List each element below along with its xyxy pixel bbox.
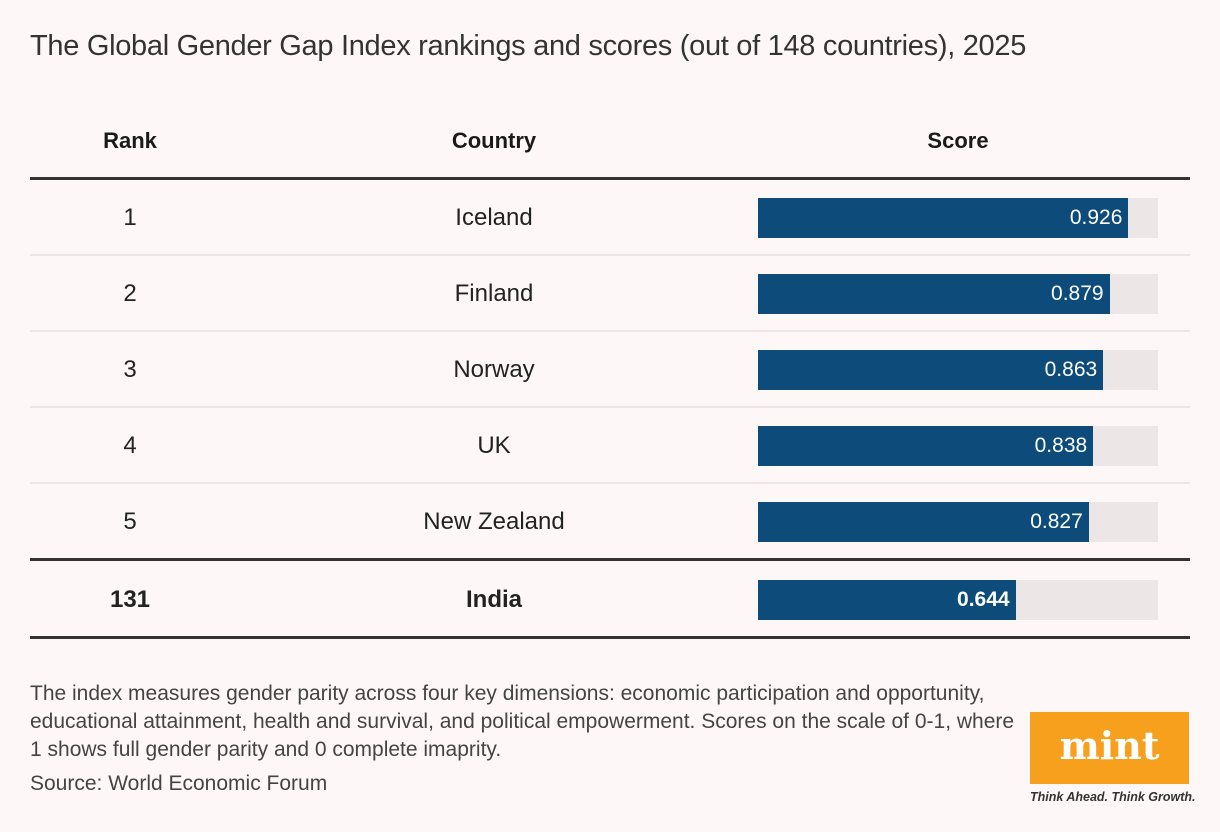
score-bar: 0.863 (758, 350, 1104, 390)
score-track: 0.879 (758, 274, 1158, 314)
country-cell: Iceland (455, 204, 533, 231)
country-cell: Finland (454, 280, 534, 307)
footnote: The index measures gender parity across … (30, 682, 1015, 761)
rank-cell: 2 (123, 280, 137, 307)
header-score: Score (927, 128, 989, 153)
highlight-top-rule (30, 558, 1190, 561)
score-label: 0.879 (1051, 282, 1104, 305)
row-divider (30, 406, 1190, 408)
rank-cell: 1 (123, 204, 137, 231)
country-cell: New Zealand (423, 508, 565, 535)
logo-tagline: Think Ahead. Think Growth. (1030, 790, 1196, 804)
row-divider (30, 254, 1190, 256)
score-bar: 0.879 (758, 274, 1110, 314)
score-label: 0.926 (1069, 206, 1123, 229)
source: Source: World Economic Forum (30, 772, 328, 795)
score-track: 0.827 (758, 502, 1158, 542)
score-bar: 0.926 (758, 198, 1129, 238)
score-label: 0.827 (1030, 510, 1083, 533)
score-bar: 0.838 (758, 426, 1094, 466)
row-divider (30, 330, 1190, 332)
score-track: 0.926 (758, 198, 1158, 238)
score-track: 0.644 (758, 580, 1158, 620)
rank-cell: 3 (123, 356, 137, 383)
rank-cell: 4 (123, 432, 137, 459)
country-cell: UK (477, 432, 511, 459)
mint-logo: mint (1030, 712, 1189, 784)
country-cell: Norway (453, 356, 535, 383)
chart-title: The Global Gender Gap Index rankings and… (30, 30, 1027, 62)
score-label: 0.838 (1034, 434, 1088, 457)
header-rank: Rank (103, 128, 157, 153)
score-bar: 0.827 (758, 502, 1089, 542)
bottom-rule (30, 636, 1190, 639)
header-rule (30, 177, 1190, 180)
row-divider (30, 482, 1190, 484)
country-cell: India (465, 586, 522, 613)
score-track: 0.838 (758, 426, 1158, 466)
rank-cell: 131 (109, 586, 151, 613)
score-bar: 0.644 (758, 580, 1016, 620)
score-label: 0.863 (1044, 358, 1098, 381)
rank-cell: 5 (123, 508, 137, 535)
score-track: 0.863 (758, 350, 1158, 390)
score-label: 0.644 (957, 588, 1010, 611)
header-country: Country (451, 128, 537, 153)
